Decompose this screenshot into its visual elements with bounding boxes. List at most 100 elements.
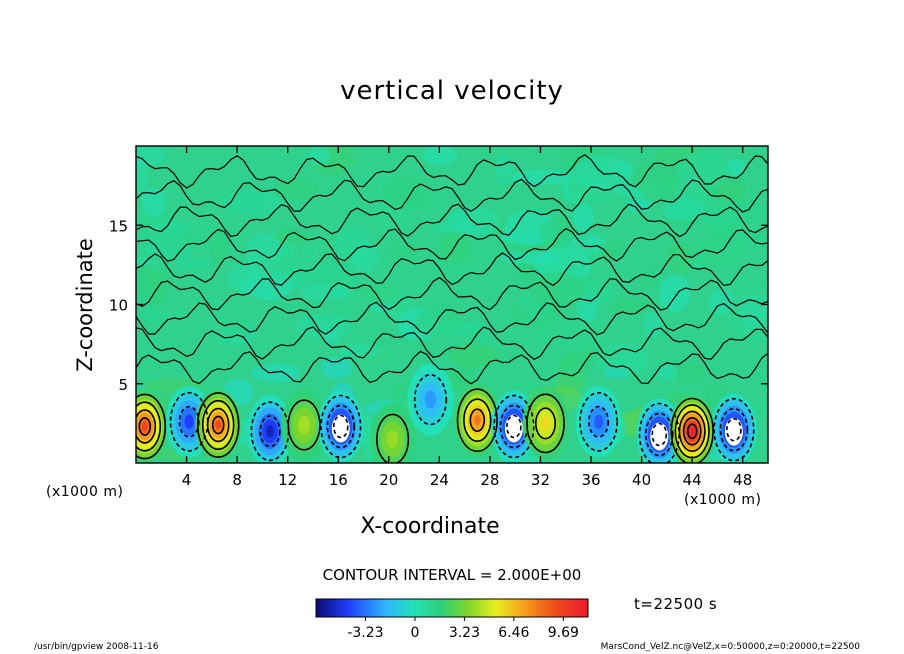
- zero-contour: [136, 350, 768, 385]
- cell-7: [407, 363, 454, 436]
- contour-line: [534, 407, 556, 440]
- footer-right: MarsCond_VelZ.nc@VelZ,x=0:50000,z=0:2000…: [600, 642, 860, 652]
- texture-blob: [501, 251, 559, 264]
- contour-line: [726, 417, 742, 442]
- texture-blob: [448, 343, 498, 369]
- contour-line: [719, 407, 749, 452]
- zero-contour: [136, 252, 768, 287]
- texture-blob: [301, 282, 349, 301]
- zero-contour: [136, 276, 768, 311]
- footer-left: /usr/bin/gpview 2008-11-16: [34, 642, 159, 652]
- x-tick-label: 44: [683, 471, 702, 489]
- texture-blob: [415, 307, 465, 337]
- contour-line: [413, 374, 448, 426]
- time-label: t=22500 s: [634, 595, 718, 613]
- texture-blob: [209, 298, 226, 324]
- x-tick-label: 24: [430, 471, 449, 489]
- texture-blob: [175, 257, 212, 271]
- x-tick-label: 28: [480, 471, 499, 489]
- x-tick-label: 4: [182, 471, 192, 489]
- texture-blob: [716, 274, 742, 292]
- texture-blob: [222, 190, 283, 216]
- texture-blob: [181, 223, 228, 251]
- contour-line: [456, 388, 498, 453]
- texture-blob: [369, 200, 415, 234]
- y-axis-label: Z-coordinate: [73, 238, 97, 372]
- x-tick-label: 40: [632, 471, 651, 489]
- y-tick-label: 15: [109, 217, 128, 235]
- contour-line: [138, 417, 152, 436]
- x-tick-label: 8: [232, 471, 242, 489]
- contour-line: [211, 415, 225, 435]
- x-tick-label: 16: [329, 471, 348, 489]
- contour-line: [136, 401, 162, 452]
- texture-blob: [360, 282, 400, 304]
- contour-line: [588, 405, 610, 438]
- texture-blob: [386, 241, 420, 263]
- texture-blob: [737, 294, 768, 329]
- cell-3: [247, 395, 293, 463]
- cell-fill: [141, 422, 148, 431]
- contour-line: [136, 393, 167, 460]
- texture-blob: [136, 146, 166, 167]
- contour-line: [332, 414, 349, 439]
- x-tick-label: 12: [278, 471, 297, 489]
- texture-blob: [593, 343, 650, 376]
- zero-contour: [136, 301, 768, 336]
- texture-blob: [708, 288, 734, 316]
- cell-10: [522, 387, 569, 460]
- texture-blob: [536, 324, 556, 343]
- texture-blob: [273, 177, 319, 202]
- zero-contour: [136, 178, 768, 213]
- texture-blob: [322, 329, 340, 346]
- x-axis-unit-right: (x1000 m): [684, 492, 762, 508]
- contour-line: [682, 416, 702, 446]
- texture-blob: [438, 232, 472, 263]
- texture-blob: [549, 322, 608, 355]
- cell-fill: [386, 430, 399, 449]
- texture-blob: [675, 179, 708, 217]
- texture-blob: [320, 356, 353, 379]
- texture-blob: [656, 364, 678, 381]
- contour-line: [526, 393, 565, 454]
- x-axis-label: X-coordinate: [360, 514, 500, 539]
- contour-line: [678, 410, 706, 452]
- zero-contour: [136, 326, 768, 361]
- contour-line: [320, 394, 362, 459]
- texture-blob: [608, 300, 656, 314]
- contour-line: [259, 415, 281, 448]
- cell-14: [710, 393, 757, 463]
- texture-blob: [422, 146, 457, 166]
- contour-line: [469, 408, 486, 433]
- texture-blob: [143, 304, 166, 324]
- x-tick-label: 20: [379, 471, 398, 489]
- contour-line: [651, 422, 668, 447]
- cell-fill: [215, 420, 222, 430]
- y-tick-label: 10: [109, 297, 128, 315]
- texture-blob: [716, 185, 745, 201]
- cell-fill: [184, 414, 194, 429]
- contour-line: [645, 412, 674, 457]
- x-tick-label: 36: [581, 471, 600, 489]
- cell-fill: [594, 414, 604, 429]
- texture-blob: [725, 158, 746, 177]
- texture-blob: [136, 162, 149, 193]
- colorbar-label: 0: [410, 625, 419, 641]
- contour-line: [670, 397, 714, 463]
- contour-line: [206, 407, 230, 443]
- texture-blob: [572, 203, 594, 231]
- texture-blob: [644, 310, 663, 339]
- contour-line: [196, 392, 240, 458]
- texture-blob: [140, 187, 168, 217]
- contour-line: [463, 398, 492, 443]
- texture-blob: [251, 363, 301, 383]
- contour-line: [376, 413, 410, 463]
- cell-6: [369, 403, 416, 463]
- colorbar-label: 6.46: [498, 625, 529, 641]
- cell-11: [575, 385, 622, 458]
- texture-blob: [276, 227, 310, 245]
- texture-blob: [295, 313, 353, 339]
- texture-blob: [659, 274, 691, 312]
- cell-fill: [474, 415, 481, 426]
